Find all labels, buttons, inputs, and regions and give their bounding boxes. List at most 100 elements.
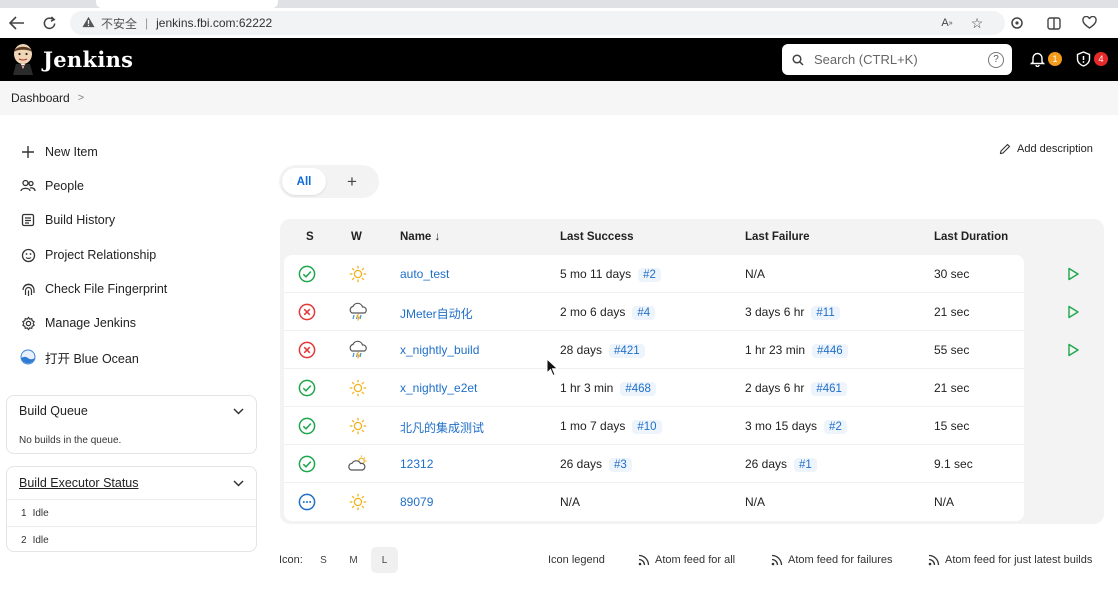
add-description-link[interactable]: Add description — [999, 143, 1093, 155]
sidebar-item-project-relationship[interactable]: Project Relationship — [19, 245, 156, 265]
browser-tab-strip — [0, 0, 1118, 8]
build-queue-title[interactable]: Build Queue — [19, 404, 88, 418]
last-success-build-link[interactable]: #3 — [609, 458, 632, 472]
executor-status-title[interactable]: Build Executor Status — [19, 476, 139, 490]
sidebar-item-new-item[interactable]: New Item — [19, 142, 98, 162]
col-name-header[interactable]: Name ↓ — [400, 231, 441, 243]
last-success-build-link[interactable]: #10 — [632, 420, 662, 434]
table-row: x_nightly_e2et 1 hr 3 min #468 2 days 6 hr #… — [284, 369, 1024, 407]
last-success-time: N/A — [560, 495, 581, 509]
add-view-button[interactable]: + — [347, 171, 357, 191]
last-duration-cell: 55 sec — [934, 343, 970, 357]
app-name: Jenkins — [43, 46, 134, 72]
back-arrow-icon[interactable] — [3, 9, 31, 37]
job-name-link[interactable]: 12312 — [400, 457, 434, 471]
col-status-header[interactable]: S — [306, 231, 314, 243]
last-success-cell: 26 days #3 — [560, 457, 632, 472]
status-success-icon — [298, 265, 316, 283]
help-icon[interactable]: ? — [988, 51, 1004, 68]
last-failure-build-link[interactable]: #1 — [794, 458, 817, 472]
security-button[interactable]: 4 — [1076, 51, 1108, 67]
breadcrumb-dashboard[interactable]: Dashboard — [11, 91, 70, 105]
chevron-down-icon[interactable] — [233, 476, 244, 490]
weather-storm-icon — [347, 340, 369, 360]
reload-icon[interactable] — [35, 9, 63, 37]
extensions-icon[interactable] — [1005, 11, 1029, 35]
col-weather-header[interactable]: W — [351, 231, 362, 243]
icon-legend-link[interactable]: Icon legend — [548, 554, 605, 566]
last-duration-cell: N/A — [934, 495, 955, 509]
job-name-link[interactable]: x_nightly_build — [400, 343, 480, 357]
icon-size-m[interactable]: M — [349, 554, 358, 566]
breadcrumb: Dashboard > — [0, 81, 1118, 115]
search-placeholder: Search (CTRL+K) — [814, 52, 918, 67]
build-queue-panel: Build Queue No builds in the queue. — [6, 395, 257, 454]
jenkins-logo[interactable]: Jenkins — [11, 43, 133, 75]
sidebar-item-build-history[interactable]: Build History — [19, 210, 115, 230]
last-success-build-link[interactable]: #468 — [620, 382, 656, 396]
atom-feed-all-label: Atom feed for all — [655, 554, 736, 566]
sidebar-item-blue-ocean[interactable]: 打开 Blue Ocean — [19, 347, 139, 367]
favorite-star-icon[interactable]: ☆ — [970, 14, 984, 31]
last-failure-time: N/A — [745, 495, 766, 509]
chevron-down-icon[interactable] — [233, 404, 244, 418]
sidebar-item-people[interactable]: People — [19, 176, 84, 196]
last-success-cell: 1 mo 7 days #10 — [560, 419, 662, 434]
gear-icon — [19, 314, 37, 332]
icon-size-s[interactable]: S — [320, 554, 327, 566]
last-success-build-link[interactable]: #4 — [632, 306, 656, 320]
sidebar-item-label: People — [45, 179, 84, 193]
job-name-link[interactable]: 北凡的集成测试 — [400, 421, 485, 435]
browser-active-tab[interactable] — [96, 0, 278, 8]
table-body: auto_test 5 mo 11 days #2 N/A 30 sec JMeter自动… — [284, 255, 1024, 521]
collections-icon[interactable] — [1077, 11, 1101, 35]
schedule-build-play-icon[interactable] — [1065, 304, 1081, 320]
read-aloud-icon[interactable]: A» — [941, 17, 953, 29]
col-last-failure-header[interactable]: Last Failure — [745, 231, 810, 243]
split-screen-icon[interactable] — [1042, 11, 1066, 35]
address-bar[interactable]: 不安全 | jenkins.fbi.com:62222 — [70, 11, 1005, 35]
job-name-link[interactable]: 89079 — [400, 495, 434, 509]
last-success-build-link[interactable]: #421 — [609, 344, 645, 358]
executor-number: 2 — [21, 534, 27, 546]
table-row: auto_test 5 mo 11 days #2 N/A 30 sec — [284, 255, 1024, 293]
status-failed-icon — [298, 303, 316, 321]
last-failure-build-link[interactable]: #446 — [812, 344, 848, 358]
table-footer: Icon: S M L Icon legend Atom feed for al… — [279, 547, 1099, 573]
last-failure-time: 1 hr 23 min — [745, 343, 806, 357]
atom-feed-failures-link[interactable]: Atom feed for failures — [771, 554, 893, 566]
last-failure-build-link[interactable]: #2 — [824, 420, 847, 434]
breadcrumb-chevron-icon[interactable]: > — [77, 92, 85, 104]
sidebar-item-manage-jenkins[interactable]: Manage Jenkins — [19, 313, 136, 333]
schedule-build-play-icon[interactable] — [1065, 342, 1081, 358]
last-failure-cell: N/A — [745, 495, 765, 509]
search-box[interactable]: Search (CTRL+K) ? — [782, 44, 1012, 75]
last-failure-cell: 1 hr 23 min #446 — [745, 343, 848, 358]
last-success-build-link[interactable]: #2 — [638, 268, 661, 282]
atom-feed-all-link[interactable]: Atom feed for all — [638, 554, 735, 566]
schedule-build-play-icon[interactable] — [1065, 266, 1081, 282]
tab-all[interactable]: All — [282, 168, 326, 195]
job-name-link[interactable]: auto_test — [400, 267, 450, 281]
jenkins-butler-icon — [13, 44, 33, 75]
warning-icon — [82, 16, 95, 31]
executor-status: Idle — [32, 507, 49, 519]
sidebar-item-label: 打开 Blue Ocean — [45, 351, 139, 366]
job-name-link[interactable]: x_nightly_e2et — [400, 381, 478, 395]
col-last-duration-header[interactable]: Last Duration — [934, 231, 1009, 243]
last-failure-build-link[interactable]: #11 — [811, 306, 840, 320]
build-queue-empty: No builds in the queue. — [19, 435, 122, 446]
notifications-button[interactable]: 1 — [1030, 51, 1062, 67]
sidebar-item-check-file-fingerprint[interactable]: Check File Fingerprint — [19, 279, 167, 299]
last-failure-build-link[interactable]: #461 — [811, 382, 847, 396]
last-success-cell: 5 mo 11 days #2 — [560, 267, 661, 282]
last-success-cell: 2 mo 6 days #4 — [560, 305, 656, 320]
icon-size-l[interactable]: L — [371, 547, 398, 573]
col-last-success-header[interactable]: Last Success — [560, 231, 634, 243]
insecure-label: 不安全 — [101, 16, 138, 31]
job-name-link[interactable]: JMeter自动化 — [400, 307, 473, 321]
atom-feed-latest-link[interactable]: Atom feed for just latest builds — [928, 554, 1092, 566]
url-text: jenkins.fbi.com:62222 — [156, 16, 273, 30]
browser-toolbar: 不安全 | jenkins.fbi.com:62222 A» ☆ — [0, 8, 1118, 38]
last-success-cell: 28 days #421 — [560, 343, 645, 358]
